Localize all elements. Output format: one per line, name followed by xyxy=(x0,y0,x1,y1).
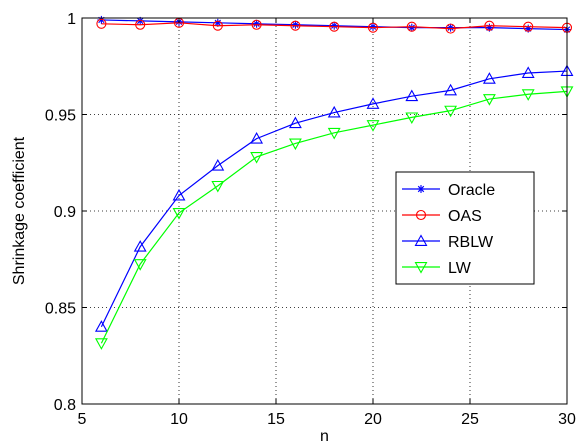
x-tick-label: 15 xyxy=(267,411,285,428)
y-tick-label: 1 xyxy=(67,11,76,28)
circle-marker xyxy=(96,18,107,29)
triangle-down-marker xyxy=(94,338,108,350)
circle-marker xyxy=(415,209,427,221)
legend-item-lw: LW xyxy=(402,260,472,277)
asterisk-marker xyxy=(291,20,300,29)
triangle-down-marker xyxy=(444,105,458,118)
triangle-down-marker xyxy=(327,127,341,140)
triangle-down-marker xyxy=(133,259,147,271)
asterisk-marker xyxy=(369,22,377,31)
circle-marker xyxy=(445,23,456,34)
triangle-up-marker xyxy=(211,159,225,171)
circle-marker xyxy=(523,21,534,32)
x-tick-label: 20 xyxy=(364,411,382,428)
asterisk-marker xyxy=(330,21,339,30)
triangle-down-marker xyxy=(521,89,535,101)
y-axis-label: Shrinkage coefficient xyxy=(11,136,28,285)
circle-marker xyxy=(212,20,223,31)
circle-marker xyxy=(329,21,340,32)
legend: Oracle OAS RBLW LW xyxy=(395,171,535,285)
series-rblw xyxy=(94,64,574,332)
triangle-up-marker xyxy=(327,105,341,118)
circle-marker xyxy=(290,20,301,31)
y-tick-label: 0.85 xyxy=(45,301,76,318)
triangle-up-marker xyxy=(250,131,264,144)
triangle-down-marker xyxy=(288,138,302,151)
x-tick-label: 25 xyxy=(461,411,479,428)
circle-marker xyxy=(367,22,379,33)
x-tick-label: 10 xyxy=(170,411,188,428)
legend-item-rblw: RBLW xyxy=(402,234,494,251)
circle-marker xyxy=(484,20,495,31)
triangle-down-marker xyxy=(405,112,419,125)
triangle-up-marker xyxy=(288,116,302,129)
circle-marker xyxy=(406,21,417,32)
triangle-up-marker xyxy=(405,89,419,102)
legend-item-oas: OAS xyxy=(402,208,482,225)
circle-marker xyxy=(135,19,146,30)
triangle-down-marker xyxy=(414,262,428,274)
triangle-down-marker xyxy=(211,180,225,193)
x-axis-label: n xyxy=(320,428,329,445)
triangle-up-marker xyxy=(94,320,108,332)
y-tick-label: 0.95 xyxy=(45,108,76,125)
series-line-rblw xyxy=(100,70,568,328)
x-tick-label: 30 xyxy=(558,411,576,428)
triangle-up-marker xyxy=(172,188,186,201)
series-line-lw xyxy=(100,90,568,344)
legend-label: Oracle xyxy=(448,182,495,199)
asterisk-marker xyxy=(252,19,261,28)
triangle-down-marker xyxy=(250,152,264,164)
circle-marker xyxy=(251,19,262,30)
triangle-down-marker xyxy=(366,120,380,132)
asterisk-marker xyxy=(446,23,455,32)
series-lw xyxy=(94,86,574,350)
triangle-up-marker xyxy=(133,240,147,252)
asterisk-marker xyxy=(407,23,416,32)
axes: 5 10 15 20 25 30 0.8 0.85 0.9 0.95 1 xyxy=(45,11,576,428)
y-tick-label: 0.9 xyxy=(54,204,76,221)
triangle-down-marker xyxy=(482,94,496,106)
asterisk-marker xyxy=(213,18,222,27)
legend-label: OAS xyxy=(448,208,482,225)
y-tick-label: 0.8 xyxy=(54,397,76,414)
triangle-up-marker xyxy=(366,97,380,109)
triangle-up-marker xyxy=(444,83,458,96)
legend-item-oracle: Oracle xyxy=(402,182,495,199)
triangle-up-marker xyxy=(414,234,428,246)
triangle-up-marker xyxy=(482,72,496,84)
legend-label: RBLW xyxy=(448,234,494,251)
triangle-down-marker xyxy=(172,207,186,220)
asterisk-marker xyxy=(417,185,425,193)
x-tick-label: 5 xyxy=(78,411,87,428)
legend-label: LW xyxy=(448,260,472,277)
triangle-up-marker xyxy=(521,66,535,78)
